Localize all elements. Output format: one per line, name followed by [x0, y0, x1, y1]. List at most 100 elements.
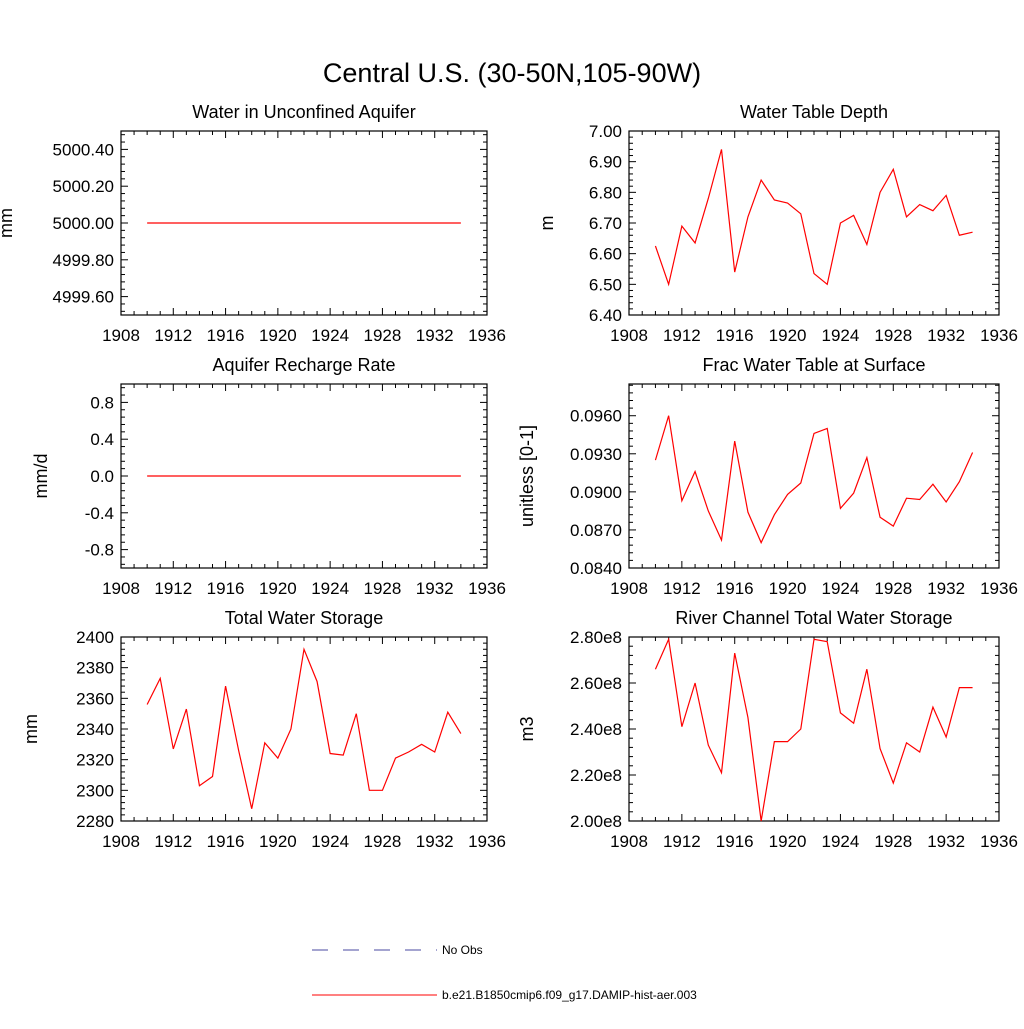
- y-tick-label: 2.40e8: [570, 720, 622, 739]
- x-tick-label: 1928: [874, 832, 912, 851]
- x-tick-label: 1908: [102, 832, 140, 851]
- chart-panel-6: River Channel Total Water Storage 1908 191…: [517, 608, 1018, 851]
- y-tick-label: 2400: [76, 628, 114, 647]
- panels: Water in Unconfined Aquifer 1908 1912 1916 1…: [0, 102, 1018, 851]
- series-line-1: [654, 415, 974, 545]
- x-tick-label: 1912: [663, 579, 701, 598]
- x-tick-label: 1912: [663, 832, 701, 851]
- x-tick-label: 1924: [822, 832, 860, 851]
- x-tick-label: 1920: [769, 579, 807, 598]
- y-tick-label: 0.0870: [570, 521, 622, 540]
- y-tick-label: 6.50: [589, 275, 622, 294]
- y-tick-label: 4999.80: [53, 251, 114, 270]
- x-tick-label: 1916: [207, 579, 245, 598]
- plot-frame: [120, 636, 488, 822]
- y-axis-label: mm: [0, 208, 16, 238]
- x-tick-label: 1928: [874, 326, 912, 345]
- y-tick-label: 5000.40: [53, 140, 114, 159]
- y-tick-label: 0.0960: [570, 407, 622, 426]
- plot-frame: [628, 383, 1000, 569]
- x-tick-label: 1908: [102, 326, 140, 345]
- y-tick-label: -0.4: [85, 504, 114, 523]
- x-tick-label: 1908: [102, 579, 140, 598]
- x-tick-label: 1920: [769, 832, 807, 851]
- y-tick-label: 2320: [76, 751, 114, 770]
- y-tick-label: 2.00e8: [570, 812, 622, 831]
- y-axis-label: m3: [517, 716, 537, 741]
- y-tick-label: 2340: [76, 720, 114, 739]
- y-tick-label: 0.8: [90, 393, 114, 412]
- y-tick-label: -0.8: [85, 541, 114, 560]
- x-tick-label: 1908: [610, 579, 648, 598]
- x-tick-label: 1912: [154, 579, 192, 598]
- x-tick-label: 1908: [610, 326, 648, 345]
- y-tick-label: 0.0840: [570, 559, 622, 578]
- x-tick-label: 1916: [716, 579, 754, 598]
- y-tick-label: 0.0930: [570, 445, 622, 464]
- x-tick-label: 1928: [364, 326, 402, 345]
- x-tick-label: 1916: [207, 326, 245, 345]
- y-tick-label: 5000.20: [53, 177, 114, 196]
- y-axis-label: unitless [0-1]: [517, 425, 537, 527]
- y-tick-label: 0.0: [90, 467, 114, 486]
- x-tick-label: 1924: [311, 579, 349, 598]
- y-tick-label: 2.60e8: [570, 674, 622, 693]
- series-line-1: [146, 647, 462, 809]
- x-tick-label: 1920: [259, 832, 297, 851]
- chart-panel-1: Water in Unconfined Aquifer 1908 1912 1916 1…: [0, 102, 506, 345]
- y-tick-label: 4999.60: [53, 288, 114, 307]
- x-tick-label: 1916: [716, 832, 754, 851]
- x-tick-label: 1924: [822, 579, 860, 598]
- x-tick-label: 1928: [364, 579, 402, 598]
- chart-panel-4: Frac Water Table at Surface 1908 1912 1916 1…: [517, 355, 1018, 598]
- y-tick-label: 7.00: [589, 122, 622, 141]
- y-tick-label: 2360: [76, 689, 114, 708]
- x-tick-label: 1936: [468, 326, 506, 345]
- panel-title: Water in Unconfined Aquifer: [192, 102, 415, 122]
- panel-title: Water Table Depth: [740, 102, 888, 122]
- x-tick-label: 1916: [716, 326, 754, 345]
- panel-title: Frac Water Table at Surface: [702, 355, 925, 375]
- y-tick-label: 2.80e8: [570, 628, 622, 647]
- x-tick-label: 1924: [822, 326, 860, 345]
- series-line-1: [654, 637, 973, 822]
- x-tick-label: 1936: [468, 579, 506, 598]
- x-tick-label: 1920: [259, 579, 297, 598]
- chart-panel-5: Total Water Storage 1908 1912 1916 1920 1924 1…: [21, 608, 506, 851]
- x-tick-label: 1912: [154, 832, 192, 851]
- x-tick-label: 1912: [663, 326, 701, 345]
- x-tick-label: 1928: [364, 832, 402, 851]
- x-tick-label: 1924: [311, 326, 349, 345]
- series-line-1: [654, 149, 973, 287]
- legend-label-1: No Obs: [442, 943, 483, 957]
- y-tick-label: 0.4: [90, 430, 114, 449]
- panel-title: Total Water Storage: [225, 608, 383, 628]
- x-tick-label: 1932: [927, 326, 965, 345]
- figure-title: Central U.S. (30-50N,105-90W): [323, 58, 701, 88]
- x-tick-label: 1936: [980, 326, 1018, 345]
- plot-frame: [628, 636, 1000, 822]
- panel-title: Aquifer Recharge Rate: [212, 355, 395, 375]
- x-tick-label: 1932: [416, 579, 454, 598]
- plot-frame: [628, 130, 1000, 316]
- y-tick-label: 5000.00: [53, 214, 114, 233]
- x-tick-label: 1932: [927, 579, 965, 598]
- x-tick-label: 1932: [416, 326, 454, 345]
- x-tick-label: 1936: [468, 832, 506, 851]
- y-tick-label: 2380: [76, 659, 114, 678]
- y-tick-label: 6.80: [589, 183, 622, 202]
- x-tick-label: 1924: [311, 832, 349, 851]
- x-tick-label: 1912: [154, 326, 192, 345]
- x-tick-label: 1936: [980, 832, 1018, 851]
- x-tick-label: 1920: [769, 326, 807, 345]
- y-axis-label: mm/d: [31, 454, 51, 499]
- y-tick-label: 6.40: [589, 306, 622, 325]
- y-tick-label: 0.0900: [570, 483, 622, 502]
- y-tick-label: 6.90: [589, 153, 622, 172]
- y-axis-label: mm: [21, 714, 41, 744]
- chart-panel-3: Aquifer Recharge Rate 1908 1912 1916 1920 192…: [31, 355, 506, 598]
- panel-title: River Channel Total Water Storage: [675, 608, 952, 628]
- x-tick-label: 1932: [416, 832, 454, 851]
